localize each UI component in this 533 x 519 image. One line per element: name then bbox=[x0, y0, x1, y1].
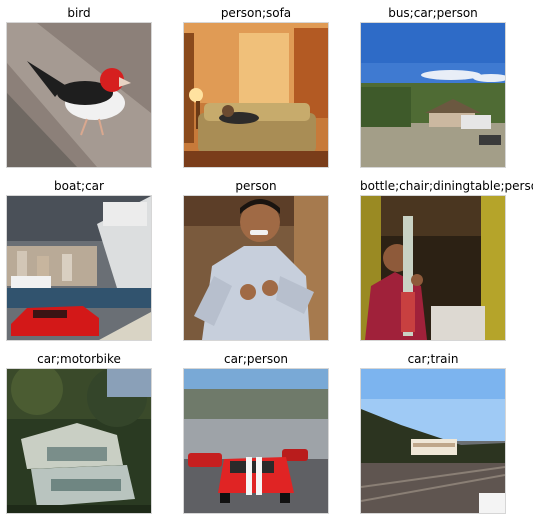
image-thumbnail bbox=[6, 368, 152, 514]
image-thumbnail bbox=[183, 368, 329, 514]
image-thumbnail bbox=[360, 195, 506, 341]
image-thumbnail bbox=[6, 22, 152, 168]
image-caption: boat;car bbox=[6, 177, 152, 195]
image-thumbnail bbox=[183, 195, 329, 341]
image-caption: bottle;chair;diningtable;person bbox=[360, 177, 506, 195]
image-thumbnail bbox=[6, 195, 152, 341]
image-caption: person bbox=[183, 177, 329, 195]
image-caption: car;train bbox=[360, 350, 506, 368]
image-caption: car;motorbike bbox=[6, 350, 152, 368]
image-caption: person;sofa bbox=[183, 4, 329, 22]
image-thumbnail bbox=[360, 368, 506, 514]
image-thumbnail bbox=[360, 22, 506, 168]
image-caption: car;person bbox=[183, 350, 329, 368]
image-caption: bus;car;person bbox=[360, 4, 506, 22]
image-thumbnail bbox=[183, 22, 329, 168]
image-caption: bird bbox=[6, 4, 152, 22]
